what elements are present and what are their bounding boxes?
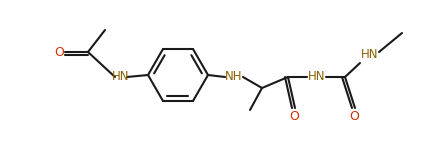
Text: HN: HN: [307, 70, 325, 84]
Text: HN: HN: [112, 70, 129, 84]
Text: HN: HN: [360, 48, 378, 62]
Text: O: O: [348, 111, 358, 123]
Text: O: O: [289, 111, 298, 123]
Text: NH: NH: [225, 70, 242, 84]
Text: O: O: [54, 46, 64, 60]
